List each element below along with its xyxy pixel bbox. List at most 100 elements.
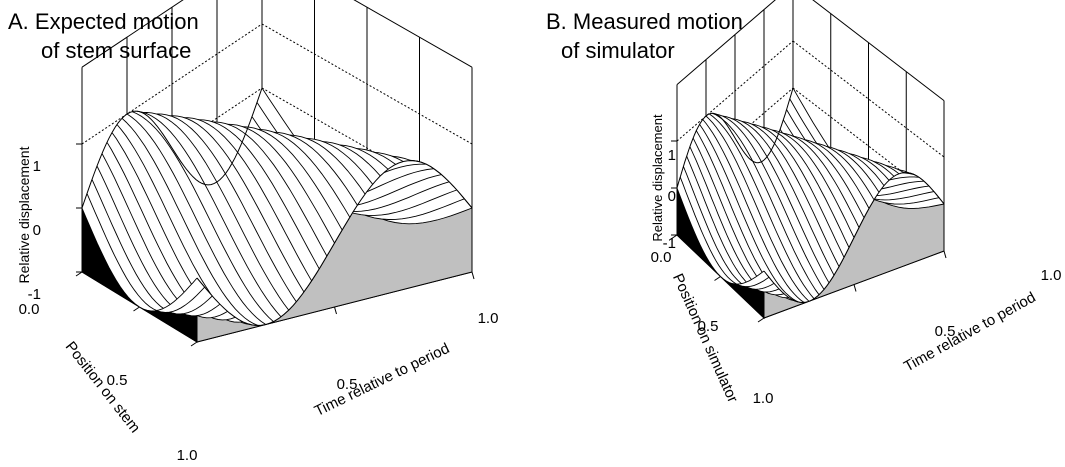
z-axis-label: Relative displacement [650, 114, 665, 242]
surface-strip [722, 118, 839, 276]
surface-strip [718, 115, 834, 283]
surface-strip [696, 124, 799, 303]
surface-line [121, 117, 259, 326]
surface-plot-b: -1 0 1 Relative displacement 0.0 0.5 1.0… [650, 0, 1062, 407]
y-tick [670, 234, 678, 240]
surface-line [136, 110, 282, 318]
surface-strip [747, 142, 879, 200]
surface-strip [232, 153, 434, 205]
surface-strip [122, 114, 266, 326]
surface-strip [712, 113, 824, 295]
surface-edge-front [763, 171, 945, 304]
surface-line [151, 115, 305, 293]
surface-edge-back [676, 87, 794, 189]
surface-strip [689, 138, 789, 298]
surface-edge-front [196, 160, 473, 326]
surface-strip [132, 111, 281, 322]
y-tick-label: 0.0 [19, 301, 40, 318]
panel-b: -1 0 1 Relative displacement 0.0 0.5 1.0… [532, 0, 1065, 467]
surface-strip [127, 111, 274, 325]
y-tick-label: 1.0 [753, 390, 774, 407]
surface-line [676, 187, 765, 285]
surface-line [106, 142, 236, 321]
surface-line [712, 112, 820, 295]
surface-line [96, 165, 221, 317]
box-edge [81, 0, 184, 68]
surface-strip [117, 118, 259, 326]
z-axis-label: Relative displacement [16, 146, 32, 283]
panel-a: -1 0 1 Relative displacement 0.0 0.5 1.0… [0, 0, 532, 467]
surface-line [708, 113, 815, 299]
surface-strip [709, 113, 819, 299]
surface-line [101, 153, 228, 319]
x-axis-label: Time relative to period [901, 289, 1039, 376]
surface-strip [728, 123, 849, 258]
surface-line [702, 119, 805, 303]
surface-strip [735, 129, 859, 238]
y-tick [757, 317, 765, 323]
surface-strip [702, 116, 809, 303]
surface-strip [107, 132, 243, 323]
surface-strip [715, 114, 829, 290]
z-tick-label: -1 [663, 235, 676, 252]
x-tick [853, 284, 857, 292]
surface-strip [87, 179, 213, 314]
surface-strip [172, 124, 343, 243]
y-tick-label: 1.0 [177, 447, 198, 464]
surface-strip [683, 156, 779, 292]
y-tick [75, 271, 83, 277]
surface-edge-back [81, 87, 263, 209]
surface-strip [741, 135, 869, 218]
surface-line [718, 115, 830, 284]
panel-title-line2: of simulator [561, 38, 675, 63]
surface-strip [102, 142, 236, 320]
panel-title-line1: A. Expected motion [8, 9, 199, 34]
surface-line [689, 146, 785, 296]
surface-line [91, 179, 213, 315]
box-edge [353, 0, 473, 68]
y-tick [190, 341, 198, 347]
x-tick [334, 306, 337, 315]
surface-strip [182, 129, 358, 218]
surface-line [715, 113, 825, 290]
surface-line [699, 124, 800, 303]
surface-strip [82, 193, 205, 313]
surface-strip [699, 119, 804, 303]
surface-strip [677, 177, 769, 287]
y-tick [714, 276, 721, 281]
panel-title-line2: of stem surface [41, 38, 192, 63]
surface-line [126, 113, 267, 325]
surface-plot-a: -1 0 1 Relative displacement 0.0 0.5 1.0… [16, 0, 499, 464]
z-tick-label: -1 [28, 286, 41, 303]
surface-strip [177, 126, 350, 230]
surface-strip [142, 112, 297, 311]
x-tick-label: 1.0 [1041, 267, 1062, 284]
y-tick [133, 306, 140, 312]
surface-line [725, 120, 840, 267]
panel-title-line1: B. Measured motion [546, 9, 743, 34]
z-tick-label: 1 [33, 158, 41, 175]
z-tick-label: 0 [33, 222, 41, 239]
y-tick-label: 0.5 [698, 318, 719, 335]
surface-strip [152, 115, 312, 292]
x-tick-label: 1.0 [478, 310, 499, 327]
z-tick-label: 1 [668, 147, 676, 164]
surface-line [679, 176, 770, 288]
surface-line [682, 166, 775, 290]
surface-line [86, 193, 205, 313]
surface-strip [693, 130, 794, 301]
surface-line [686, 156, 780, 293]
z-tick-label: 0 [668, 188, 676, 205]
surface-line [81, 207, 198, 312]
surface-line [722, 118, 835, 276]
x-tick-label: 0.5 [935, 323, 956, 340]
surface-strip [137, 111, 289, 317]
surface-line [141, 111, 290, 311]
y-tick-label: 0.0 [651, 249, 672, 266]
surface-strip [706, 113, 814, 302]
y-axis-label: Position on simulator [669, 271, 741, 405]
surface-strip [147, 114, 304, 302]
x-tick-label: 0.5 [337, 376, 358, 393]
surface-strip [192, 135, 373, 195]
surface-strip [112, 124, 251, 325]
